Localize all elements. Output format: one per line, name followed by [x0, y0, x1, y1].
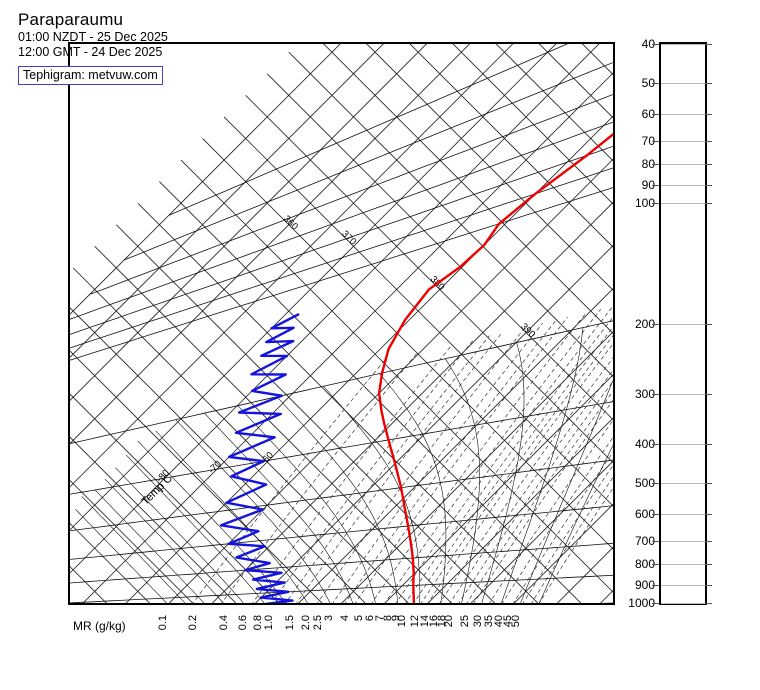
pressure-tick-label: 40: [641, 37, 655, 51]
pressure-tick-mark: [652, 82, 659, 84]
mixing-ratio-tick-label: 0.1: [157, 615, 170, 631]
wind-panel-gridline: [661, 443, 709, 445]
wind-panel-tick: [705, 141, 712, 143]
mixing-ratio-tick-label: 4: [339, 615, 352, 622]
wind-panel-tick: [705, 393, 712, 395]
pressure-tick-label: 90: [641, 177, 655, 192]
wind-panel-tick: [705, 514, 712, 516]
pressure-tick-mark: [652, 393, 659, 395]
pressure-tick-label: 60: [641, 107, 655, 122]
mixing-ratio-tick-label: 1.5: [284, 615, 297, 631]
pressure-tick-label: 500: [634, 475, 655, 490]
wind-panel-gridline: [661, 184, 709, 186]
wind-panel-gridline: [661, 203, 709, 205]
mixing-ratio-tick-label: 0.4: [217, 615, 230, 631]
pressure-tick-label: 800: [634, 557, 655, 572]
mixing-ratio-tick-label: 0.8: [251, 615, 264, 631]
wind-panel-gridline: [661, 584, 709, 586]
pressure-tick-mark: [652, 514, 659, 516]
pressure-tick-label: 600: [634, 507, 655, 522]
pressure-tick-mark: [652, 114, 659, 116]
wind-panel-gridline: [661, 114, 709, 116]
wind-panel-gridline: [661, 603, 709, 604]
pressure-tick-mark: [652, 541, 659, 543]
mixing-ratio-tick-label: 2.0: [299, 615, 312, 631]
pressure-tick-label: 700: [634, 534, 655, 549]
wind-panel-tick: [705, 564, 712, 566]
pressure-tick-mark: [652, 603, 659, 604]
mixing-ratio-tick-label: 50: [509, 615, 522, 628]
mixing-ratio-tick-label: 0.6: [237, 615, 250, 631]
pressure-tick-mark: [652, 184, 659, 186]
wind-panel-tick: [705, 482, 712, 484]
pressure-tick-label: 400: [634, 436, 655, 451]
wind-panel-gridline: [661, 393, 709, 395]
wind-panel-tick: [705, 184, 712, 186]
pressure-tick-label: 70: [641, 134, 655, 149]
wind-panel-gridline: [661, 482, 709, 484]
pressure-tick-mark: [652, 564, 659, 566]
svg-text:-60: -60: [258, 450, 275, 467]
mixing-ratio-tick-label: 0.2: [186, 615, 199, 631]
wind-panel-gridline: [661, 164, 709, 166]
mixing-ratio-tick-label: 25: [459, 615, 472, 628]
pressure-tick-label: 100: [634, 196, 655, 211]
pressure-tick-mark: [652, 141, 659, 143]
wind-panel-gridline: [661, 141, 709, 143]
page-title: Paraparaumu: [18, 10, 124, 29]
wind-panel-tick: [705, 541, 712, 543]
wind-panel-tick: [705, 323, 712, 325]
wind-panel-gridline: [661, 323, 709, 325]
mixing-ratio-tick-label: 20: [443, 615, 456, 628]
mixing-ratio-axis: MR (g/kg) 0.1 0.2 0.4 0.6 0.8 1.0 1.5 2.0 2.5 3 4 5…: [68, 607, 615, 667]
wind-panel-tick: [705, 44, 712, 45]
wind-panel-gridline: [661, 44, 709, 45]
pressure-tick-mark: [652, 203, 659, 205]
pressure-tick-label: 1000: [628, 596, 655, 610]
mixing-ratio-title: MR (g/kg): [73, 619, 126, 633]
mixing-ratio-tick-label: 10: [396, 615, 409, 628]
wind-panel-tick: [705, 603, 712, 604]
wind-panel-tick: [705, 203, 712, 205]
wind-panel-gridline: [661, 541, 709, 543]
mixing-ratio-tick-label: 3: [322, 615, 335, 622]
pressure-tick-label: 200: [634, 316, 655, 331]
pressure-tick-label: 80: [641, 157, 655, 172]
pressure-axis: 40 50 60 70 80 90 100 200 300 400 500 600 700 800 900 1…: [618, 37, 659, 610]
pressure-tick-mark: [652, 584, 659, 586]
pressure-tick-mark: [652, 44, 659, 45]
wind-panel-tick: [705, 82, 712, 84]
wind-panel-tick: [705, 443, 712, 445]
wind-panel-gridline: [661, 82, 709, 84]
wind-panel-gridline: [661, 564, 709, 566]
wind-panel-gridline: [661, 514, 709, 516]
pressure-tick-label: 300: [634, 386, 655, 401]
wind-profile-panel: [659, 42, 712, 605]
pressure-tick-label: 50: [641, 75, 655, 90]
svg-text:-70: -70: [206, 459, 223, 476]
wind-panel-tick: [705, 114, 712, 116]
pressure-tick-mark: [652, 164, 659, 166]
pressure-tick-mark: [652, 443, 659, 445]
pressure-tick-mark: [652, 482, 659, 484]
wind-panel-tick: [705, 164, 712, 166]
mixing-ratio-tick-label: 5: [352, 615, 365, 622]
mixing-ratio-tick-label: 1.0: [262, 615, 275, 631]
pressure-tick-label: 900: [634, 577, 655, 592]
pressure-tick-mark: [652, 323, 659, 325]
wind-panel-tick: [705, 584, 712, 586]
